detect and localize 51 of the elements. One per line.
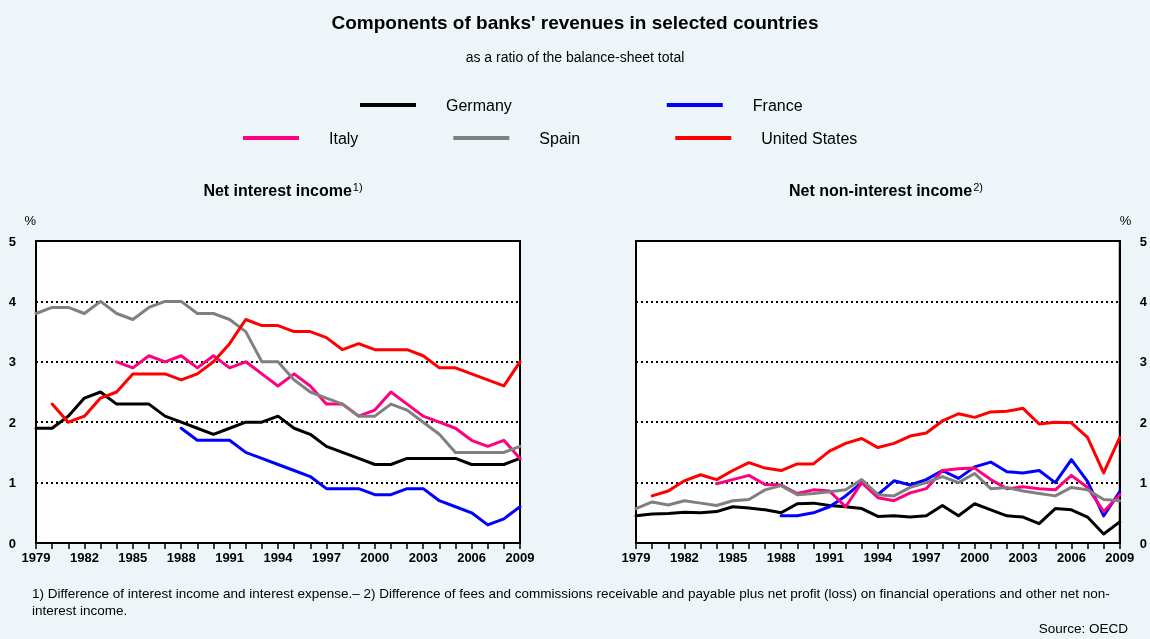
y-tick-label: 5 [8,233,16,249]
y-axis-title: % [24,213,37,228]
legend-label: Spain [539,129,581,147]
x-tick-label: 1997 [311,550,341,565]
y-tick-label: 0 [8,535,16,551]
x-tick-label: 1985 [718,550,748,565]
x-tick-label: 1982 [69,550,99,565]
x-tick-label: 2006 [457,550,487,565]
x-tick-label: 2009 [505,550,535,565]
y-tick-label: 5 [1139,233,1147,249]
legend-label: France [752,96,803,114]
x-tick-label: 1988 [166,550,196,565]
x-tick-label: 1979 [21,550,51,565]
line-series [50,318,522,424]
x-tick-label: 2006 [1056,550,1086,565]
line-series [115,354,522,460]
y-tick-label: 1 [8,475,16,491]
x-tick-label: 2000 [960,550,990,565]
x-tick-label: 1994 [863,550,894,565]
y-tick-label: 2 [8,414,16,430]
y-tick-label: 2 [1139,414,1147,430]
x-tick-label: 1997 [911,550,941,565]
x-tick-label: 1991 [215,550,245,565]
y-tick-label: 4 [1139,293,1148,309]
x-tick-label: 1994 [263,550,294,565]
line-series [34,299,522,454]
x-tick-label: 2003 [408,550,438,565]
text: 1) Difference of interest income and interest expense.– 2) Difference of fees and commissions receivable and payable plus net profit (loss) on financial operations and other net non-interest income. [32,585,1111,619]
x-tick-label: 1991 [815,550,844,565]
text: Components of banks' revenues in selected countries [330,12,820,34]
x-tick-label: 1979 [621,550,651,565]
x-tick-label: 2003 [1008,550,1038,565]
legend-label: United States [761,129,858,147]
y-tick-label: 0 [1139,535,1147,551]
line-series [634,472,1122,511]
y-tick-label: 4 [8,293,17,309]
x-tick-label: 1985 [118,550,148,565]
legend-label: Italy [329,129,359,147]
x-tick-label: 1982 [669,550,699,565]
legend-label: Germany [446,96,512,114]
y-tick-label: 3 [8,354,16,370]
line-series [179,426,522,527]
source-note: Source: OECD [1038,621,1128,636]
text: as a ratio of the balance-sheet total [464,49,686,65]
x-tick-label: 1988 [766,550,796,565]
line-series [650,406,1122,498]
y-tick-label: 1 [1139,475,1147,491]
x-tick-label: 2009 [1105,550,1135,565]
y-tick-label: 3 [1139,354,1147,370]
x-tick-label: 2000 [360,550,390,565]
y-axis-title: % [1119,213,1132,228]
